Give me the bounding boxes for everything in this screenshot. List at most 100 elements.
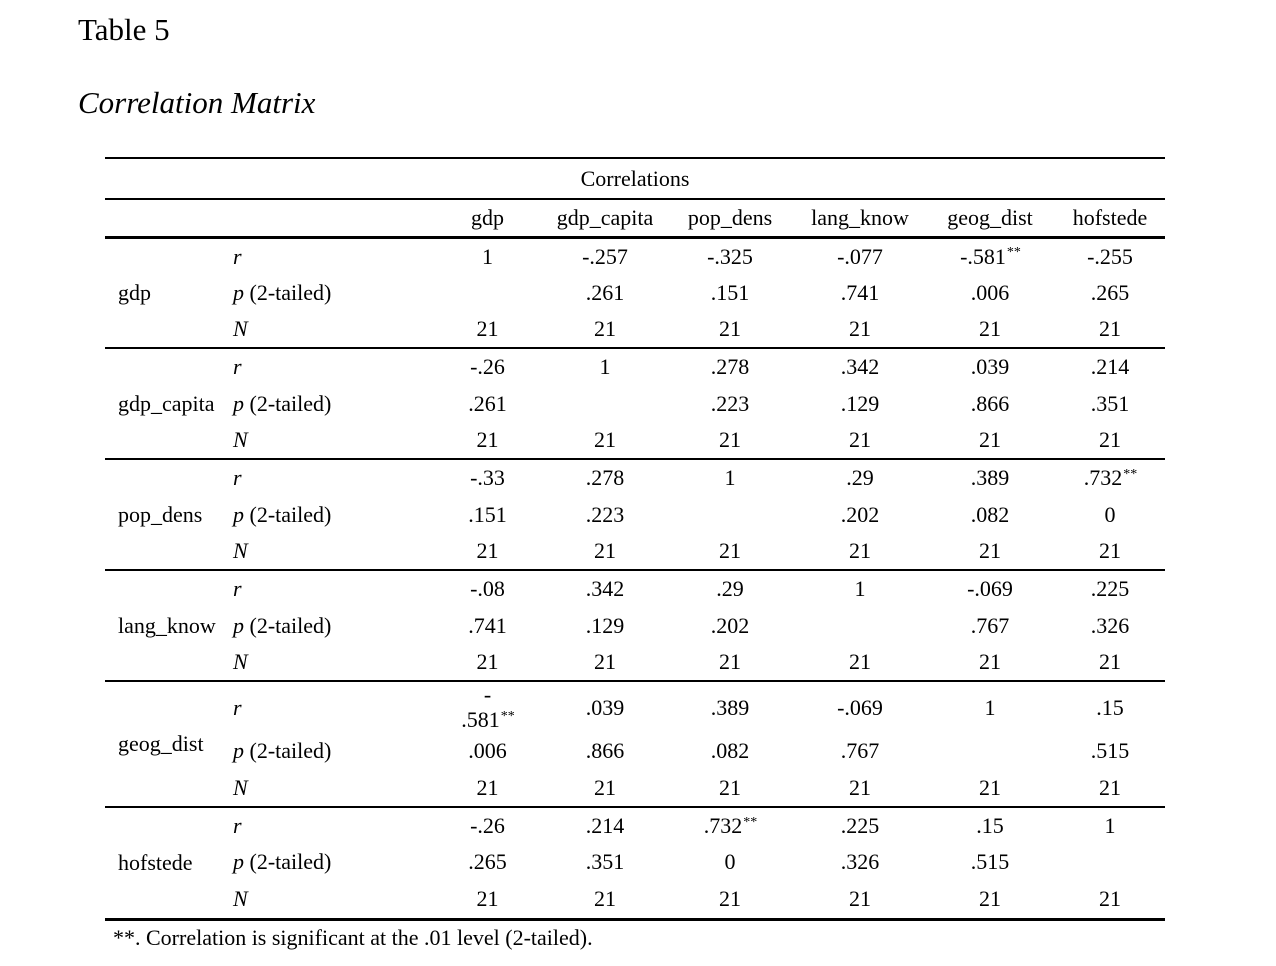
r-value-lang_know-gdp_capita: .342 — [545, 569, 665, 607]
hofstede-r-row: hofstede r -.26.214.732** .225.15 1 — [105, 805, 1166, 918]
n-value-gdp_capita-geog_dist: 21 — [979, 427, 1001, 453]
lang_know-p-row: p (2-tailed) .741 .129 .202 .767 .326 — [105, 607, 1165, 644]
p-value-pop_dens-hofstede: 0 — [1104, 501, 1116, 527]
r-value-geog_dist-hofstede: .15 — [1055, 680, 1166, 733]
n-value-geog_dist-gdp: 21 — [476, 774, 499, 800]
gdp_capita-n-row: N 21 21 21 21 21 21 — [105, 422, 1165, 459]
p-value-hofstede-pop_dens: 0 — [724, 849, 736, 875]
column-header-gdp: gdp — [430, 199, 545, 239]
variable-label-hofstede: hofstede — [105, 805, 230, 918]
n-value-gdp_capita-gdp: 21 — [476, 427, 499, 453]
r-value-gdp-gdp: 1 — [430, 236, 545, 274]
r-value-gdp_capita-lang_know: .342 — [795, 347, 925, 385]
p-value-gdp-geog_dist: .006 — [970, 279, 1010, 305]
column-header-geog_dist: geog_dist — [925, 199, 1055, 239]
table-title: Correlations — [105, 157, 1166, 200]
lang_know-n-row: N 21 21 21 21 21 21 — [105, 644, 1165, 681]
variable-label-lang_know: lang_know — [105, 569, 230, 681]
variable-label-gdp_capita: gdp_capita — [105, 347, 230, 459]
n-value-hofstede-gdp_capita: 21 — [594, 886, 616, 912]
p-value-gdp-gdp — [430, 274, 545, 311]
p-value-lang_know-geog_dist: .767 — [970, 612, 1010, 638]
p-value-hofstede-lang_know: .326 — [840, 849, 880, 875]
r-value-pop_dens-hofstede: .732** — [1055, 458, 1166, 496]
r-value-hofstede-lang_know: .225 — [795, 805, 925, 844]
pop_dens-r-row: pop_dens r -.33.278 1.29.389.732** — [105, 458, 1166, 570]
p-value-gdp_capita-pop_dens: .223 — [710, 390, 750, 416]
table-bottom-rule — [105, 917, 1165, 921]
n-value-hofstede-hofstede: 21 — [1099, 886, 1121, 912]
p-value-pop_dens-lang_know: .202 — [840, 501, 880, 527]
r-value-geog_dist-geog_dist: 1 — [925, 680, 1055, 733]
stat-label-n: N — [233, 427, 248, 453]
r-value-gdp_capita-gdp: -.26 — [430, 347, 545, 385]
r-value-pop_dens-lang_know: .29 — [795, 458, 925, 496]
p-value-gdp_capita-geog_dist: .866 — [970, 390, 1010, 416]
p-value-pop_dens-gdp: .151 — [468, 501, 507, 527]
r-value-hofstede-gdp: -.26 — [430, 805, 545, 844]
geog_dist-p-row: p (2-tailed) .006 .866 .082 .767 .515 — [105, 733, 1165, 770]
column-header-row: gdp gdp_capita pop_dens lang_know geog_dist h… — [105, 199, 1166, 239]
n-value-lang_know-gdp: 21 — [476, 649, 499, 675]
r-value-geog_dist-lang_know: -.069 — [795, 680, 925, 733]
p-value-lang_know-gdp: .741 — [468, 612, 507, 638]
n-value-gdp_capita-lang_know: 21 — [849, 427, 871, 453]
p-value-geog_dist-geog_dist — [925, 733, 1055, 770]
p-value-pop_dens-geog_dist: .082 — [970, 501, 1010, 527]
r-value-lang_know-lang_know: 1 — [795, 569, 925, 607]
p-value-hofstede-hofstede — [1055, 844, 1165, 881]
stat-label-p: p (2-tailed) — [233, 738, 332, 764]
gdp-n-row: N 21 21 21 21 21 21 — [105, 311, 1165, 348]
corner-cell — [105, 199, 230, 239]
p-value-geog_dist-lang_know: .767 — [840, 738, 880, 764]
n-value-gdp_capita-gdp_capita: 21 — [594, 427, 616, 453]
r-value-geog_dist-gdp_capita: .039 — [545, 680, 665, 733]
n-value-pop_dens-lang_know: 21 — [849, 538, 871, 564]
p-value-gdp_capita-hofstede: .351 — [1090, 390, 1130, 416]
p-value-lang_know-hofstede: .326 — [1090, 612, 1130, 638]
n-value-geog_dist-hofstede: 21 — [1099, 774, 1121, 800]
gdp-r-row: gdp r 1 -.257 -.325 -.077 -.581** -.255 — [105, 236, 1166, 348]
n-value-geog_dist-gdp_capita: 21 — [594, 774, 616, 800]
column-header-lang_know: lang_know — [795, 199, 925, 239]
r-value-gdp_capita-geog_dist: .039 — [925, 347, 1055, 385]
n-value-gdp-hofstede: 21 — [1099, 316, 1121, 342]
n-value-hofstede-pop_dens: 21 — [719, 886, 741, 912]
geog_dist-n-row: N 21 21 21 21 21 21 — [105, 770, 1165, 807]
n-value-lang_know-pop_dens: 21 — [719, 649, 741, 675]
p-value-geog_dist-gdp_capita: .866 — [585, 738, 625, 764]
p-value-gdp_capita-gdp: .261 — [468, 390, 507, 416]
r-value-lang_know-geog_dist: -.069 — [925, 569, 1055, 607]
n-value-pop_dens-gdp_capita: 21 — [594, 538, 616, 564]
stat-label-r: r — [230, 680, 430, 733]
n-value-lang_know-hofstede: 21 — [1099, 649, 1121, 675]
stat-label-n: N — [233, 649, 248, 675]
p-value-gdp-hofstede: .265 — [1090, 279, 1130, 305]
stat-label-p: p (2-tailed) — [233, 390, 332, 416]
n-value-gdp-pop_dens: 21 — [719, 316, 741, 342]
p-value-pop_dens-gdp_capita: .223 — [585, 501, 625, 527]
hofstede-n-row: N 21 21 21 21 21 21 — [105, 881, 1165, 918]
n-value-geog_dist-lang_know: 21 — [849, 774, 871, 800]
r-value-gdp_capita-gdp_capita: 1 — [545, 347, 665, 385]
stat-label-p: p (2-tailed) — [233, 279, 332, 305]
column-header-pop_dens: pop_dens — [665, 199, 795, 239]
r-value-pop_dens-geog_dist: .389 — [925, 458, 1055, 496]
variable-label-pop_dens: pop_dens — [105, 458, 230, 570]
stat-label-n: N — [233, 538, 248, 564]
n-value-geog_dist-pop_dens: 21 — [719, 774, 741, 800]
n-value-gdp-gdp: 21 — [476, 316, 499, 342]
p-value-gdp-pop_dens: .151 — [710, 279, 750, 305]
r-value-gdp-geog_dist: -.581** — [925, 236, 1055, 274]
stat-label-header-cell — [230, 199, 430, 239]
stat-label-r: r — [230, 347, 430, 385]
hofstede-p-row: p (2-tailed) .265 .351 0 .326 .515 — [105, 844, 1165, 881]
stat-label-p: p (2-tailed) — [233, 612, 332, 638]
p-value-pop_dens-pop_dens — [665, 496, 795, 533]
r-value-lang_know-gdp: -.08 — [430, 569, 545, 607]
r-value-pop_dens-gdp: -.33 — [430, 458, 545, 496]
r-value-gdp-pop_dens: -.325 — [665, 236, 795, 274]
n-value-hofstede-gdp: 21 — [476, 886, 499, 912]
variable-label-geog_dist: geog_dist — [105, 680, 230, 807]
r-value-hofstede-hofstede: 1 — [1055, 805, 1166, 844]
